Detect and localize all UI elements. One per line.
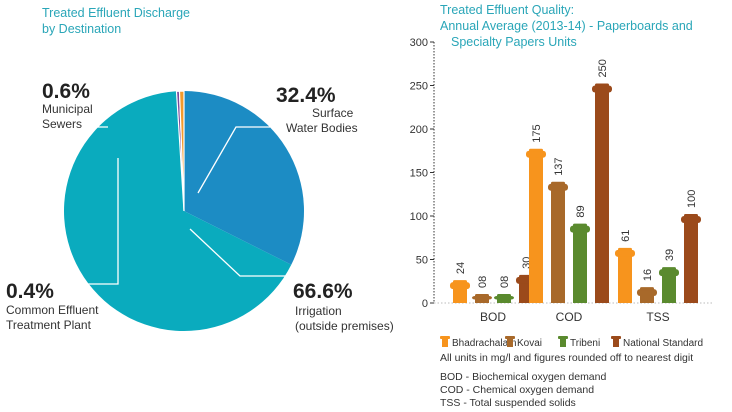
legend-item-tribeni: Tribeni [558,336,600,349]
bar-title-line-1: Treated Effluent Quality: [440,3,574,17]
bar-bod-bhadrachalam [450,280,470,303]
value-label-cod-kovai: 137 [553,157,565,175]
slice-label-cetp-line2: Treatment Plant [6,318,92,332]
bar-chart: Treated Effluent Quality: Annual Average… [410,3,712,409]
slice-label-cetp-pct: 0.4% [6,280,54,303]
legend-swatch [442,337,448,347]
category-label-cod: COD [556,310,583,324]
pie-leader-lines [81,126,300,285]
value-label-tss-bhadrachalam: 61 [620,230,632,242]
legend-swatch [560,337,566,347]
slice-label-irrigation-pct: 66.6% [293,280,353,303]
legend-swatch [613,337,619,347]
legend-label: National Standard [623,338,703,349]
category-label-bod: BOD [480,310,506,324]
legend-label: Tribeni [570,338,600,349]
note-cod: COD - Chemical oxygen demand [440,384,594,396]
pie-slice-surface-water [184,91,305,265]
slice-label-surface-line1: Surface [312,106,354,120]
bar-tss-tribeni [659,267,679,303]
y-tick-label: 0 [422,298,428,310]
slice-label-irrigation-line1: Irrigation [295,304,342,318]
bar-cod-kovai [548,181,568,303]
legend-swatch [507,337,513,347]
pie-slice-municipal-sewers [178,90,185,212]
slice-label-municipal-pct: 0.6% [42,80,90,103]
y-tick-label: 50 [416,255,428,267]
category-label-tss: TSS [646,310,669,324]
legend-label: Kovai [517,338,542,349]
leader-line-cetp [81,158,119,285]
legend-item-kovai: Kovai [505,336,542,349]
leader-line-surface [197,126,270,194]
y-tick-label: 250 [410,81,428,93]
bar-bod-tribeni [494,294,514,303]
bar-tss-bhadrachalam [615,247,635,303]
value-label-cod-bhadrachalam: 175 [531,124,543,142]
y-tick-label: 200 [410,124,428,136]
value-label-tss-kovai: 16 [642,269,654,281]
note-units: All units in mg/l and figures rounded of… [440,352,693,364]
bar-cod-national-standard [592,83,612,303]
bar-title-line-2: Annual Average (2013-14) - Paperboards a… [440,19,693,33]
pie-chart: Treated Effluent Discharge by Destinatio… [6,6,394,333]
value-label-tss-national-standard: 100 [686,190,698,208]
bar-bod-kovai [472,294,492,303]
bar-cod-bhadrachalam [526,148,546,303]
slice-label-municipal-line2: Sewers [42,117,82,131]
y-tick-label: 300 [410,37,428,49]
bar-cod-tribeni [570,223,590,303]
value-label-cod-tribeni: 89 [575,205,587,217]
value-label-cod-national-standard: 250 [597,59,609,77]
slice-label-surface-line2: Water Bodies [286,121,358,135]
bar-title-line-3: Specialty Papers Units [451,35,577,49]
bar-tss-kovai [637,287,657,303]
slice-label-municipal-line1: Municipal [42,102,93,116]
bar-tss-national-standard [681,214,701,303]
legend-label: Bhadrachalam [452,338,516,349]
note-bod: BOD - Biochemical oxygen demand [440,371,606,383]
pie-title-line-1: Treated Effluent Discharge [42,6,190,20]
pie-title-line-2: by Destination [42,22,121,36]
slice-label-irrigation-line2: (outside premises) [295,319,394,333]
legend-item-bhadrachalam: Bhadrachalam [440,336,516,349]
value-label-tss-tribeni: 39 [664,249,676,261]
legend: Bhadrachalam Kovai Tribeni National Standar… [440,336,703,349]
value-label-bod-tribeni: 08 [499,276,511,288]
slice-label-cetp-line1: Common Effluent [6,303,99,317]
value-label-bod-bhadrachalam: 24 [455,262,467,274]
note-tss: TSS - Total suspended solids [440,397,576,409]
y-tick-label: 100 [410,211,428,223]
value-label-bod-kovai: 08 [477,276,489,288]
legend-item-national-standard: National Standard [611,336,703,349]
y-tick-label: 150 [410,168,428,180]
leader-line-irrigation [189,228,300,277]
slice-label-surface-pct: 32.4% [276,84,336,107]
category-labels: BOD COD TSS [480,310,670,324]
